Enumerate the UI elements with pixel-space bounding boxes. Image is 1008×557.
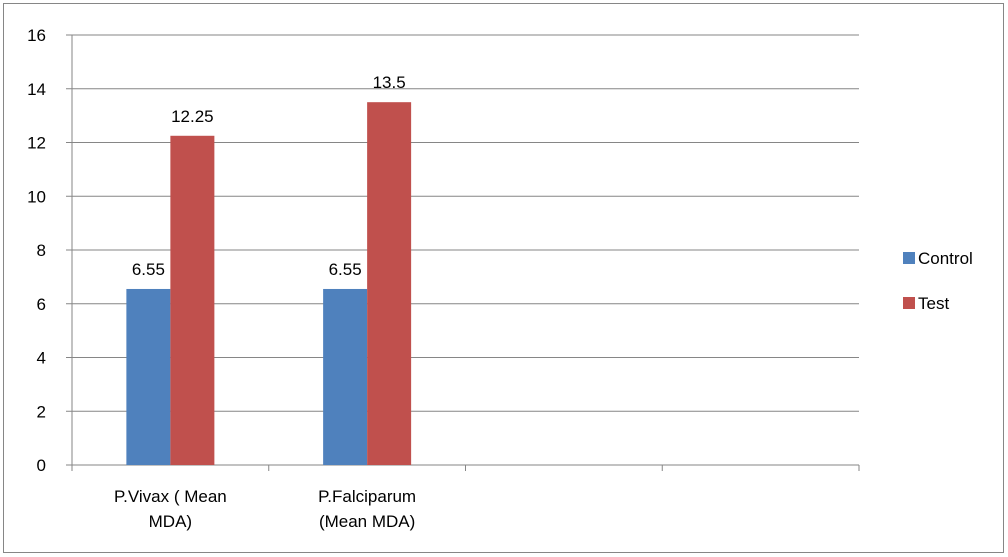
y-tick-label: 6 [37, 295, 46, 314]
y-tick-label: 12 [27, 134, 46, 153]
data-label: 6.55 [132, 260, 165, 279]
y-tick-label: 2 [37, 402, 46, 421]
y-tick-label: 14 [27, 80, 46, 99]
bar-control [126, 288, 171, 465]
data-label: 6.55 [329, 260, 362, 279]
bar-test [367, 102, 412, 465]
data-label: 13.5 [373, 73, 406, 92]
legend-label: Control [918, 249, 973, 268]
y-tick-label: 0 [37, 456, 46, 475]
legend-swatch-control [903, 252, 915, 264]
y-tick-label: 8 [37, 241, 46, 260]
bar-control [323, 288, 368, 465]
legend-swatch-test [903, 297, 915, 309]
y-tick-label: 16 [27, 26, 46, 45]
x-category-label: P.Falciparum [318, 487, 416, 506]
x-category-label: (Mean MDA) [319, 512, 415, 531]
bar-test [170, 135, 215, 465]
x-category-label: P.Vivax ( Mean [114, 487, 227, 506]
y-tick-label: 4 [37, 349, 46, 368]
legend-label: Test [918, 294, 949, 313]
data-label: 12.25 [171, 107, 214, 126]
x-category-label: MDA) [149, 512, 192, 531]
y-tick-label: 10 [27, 187, 46, 206]
